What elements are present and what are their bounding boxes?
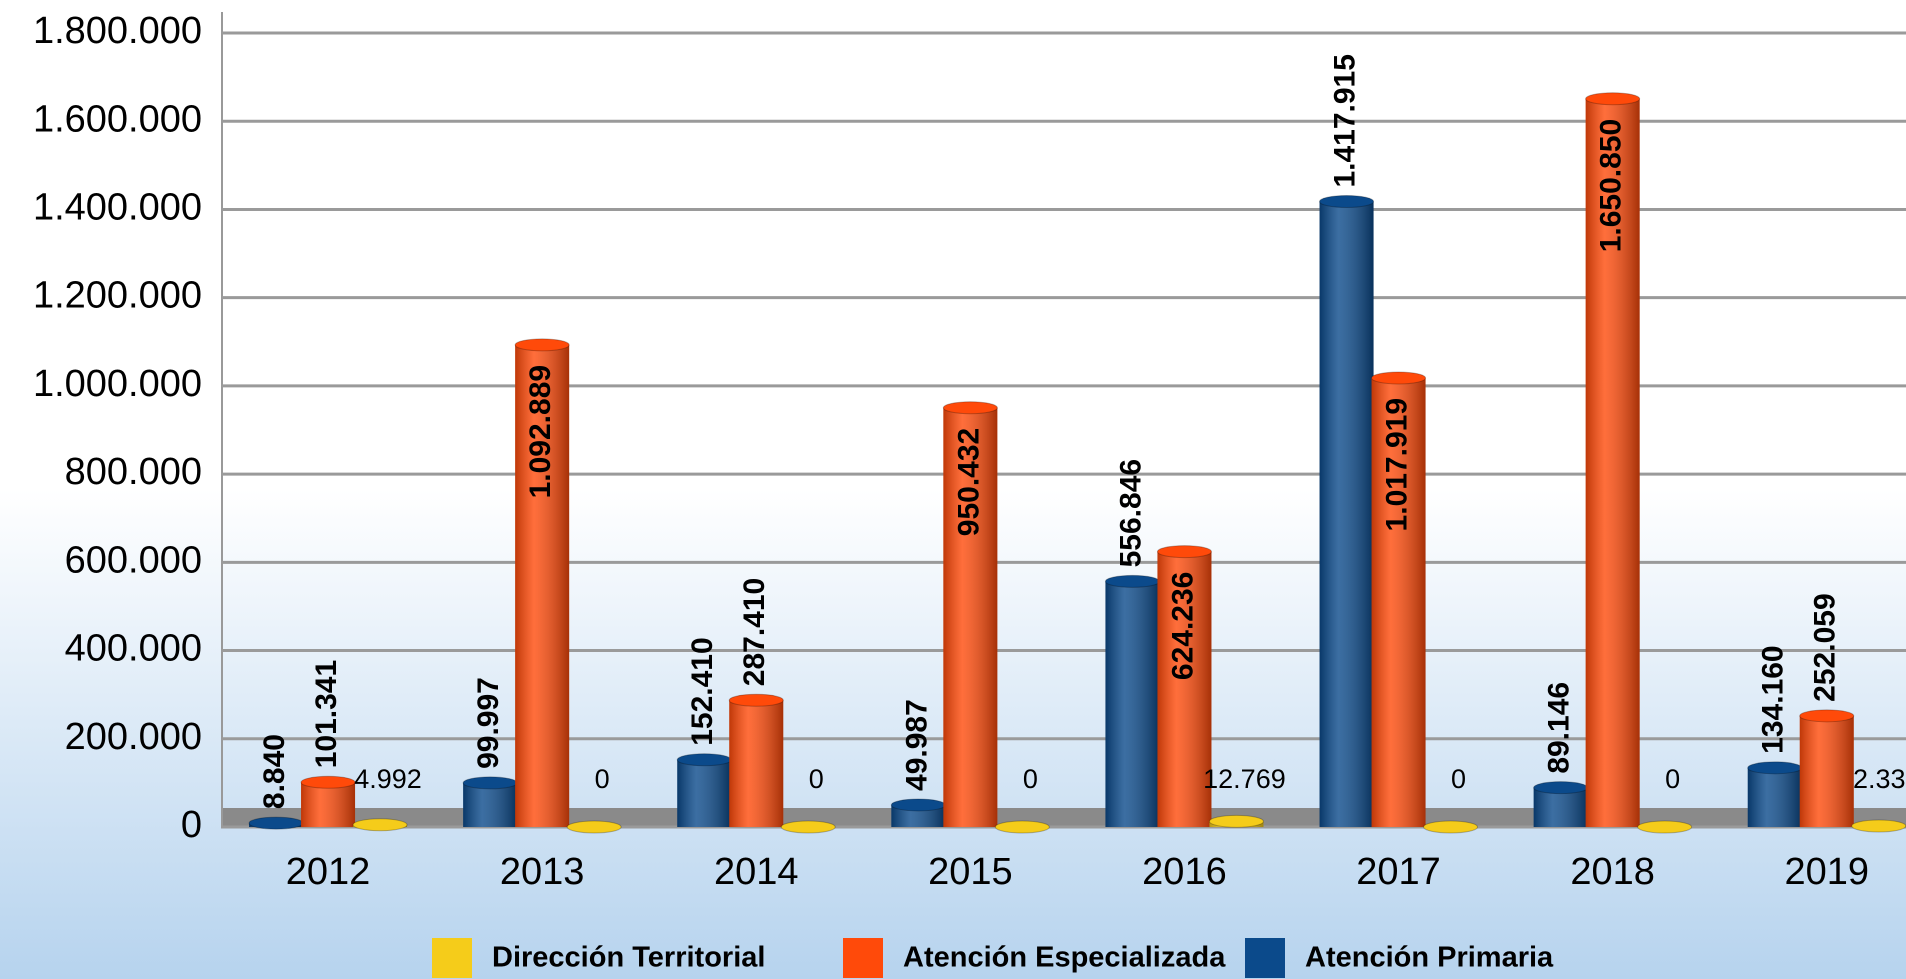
- bar-cap: [1156, 545, 1212, 559]
- bar-shade: [1533, 787, 1588, 827]
- x-tick-label: 2019: [1784, 851, 1869, 893]
- bar-cap: [566, 820, 622, 834]
- bar-cap: [1851, 819, 1906, 833]
- bar-cap: [1319, 195, 1375, 209]
- x-tick-label: 2015: [928, 851, 1013, 893]
- value-label: 252.059: [1809, 593, 1842, 701]
- value-label: 1.092.889: [524, 365, 557, 498]
- bar-shade: [1585, 98, 1640, 827]
- bar-shade: [677, 759, 732, 827]
- bar-shade: [1319, 201, 1374, 828]
- value-label: 89.146: [1543, 682, 1576, 774]
- bar-shade: [1747, 767, 1802, 827]
- value-label: 8.840: [258, 734, 291, 809]
- bar-cap: [890, 798, 946, 812]
- legend-label: Atención Especializada: [903, 942, 1226, 974]
- y-tick-label: 400.000: [65, 628, 202, 670]
- legend-label: Dirección Territorial: [492, 942, 765, 974]
- y-tick-label: 1.200.000: [33, 275, 202, 317]
- bar-cap: [1799, 709, 1855, 723]
- value-label: 4.992: [354, 764, 422, 794]
- bar-shade: [943, 407, 998, 827]
- legend-swatch: [432, 938, 472, 978]
- bar-shade: [729, 700, 784, 827]
- bar-cap: [514, 338, 570, 352]
- value-label: 152.410: [686, 637, 719, 745]
- y-tick-label: 600.000: [65, 539, 202, 581]
- bar-cap: [1208, 814, 1264, 828]
- bar-cap: [1533, 781, 1589, 795]
- bar-shade: [301, 782, 356, 827]
- x-tick-label: 2017: [1356, 851, 1441, 893]
- x-tick-label: 2012: [286, 851, 371, 893]
- value-label: 0: [595, 764, 610, 794]
- value-label: 0: [1451, 764, 1466, 794]
- value-label: 1.417.915: [1328, 54, 1361, 187]
- x-tick-label: 2018: [1570, 851, 1655, 893]
- value-label: 101.341: [310, 660, 343, 768]
- value-label: 49.987: [900, 699, 933, 791]
- y-tick-label: 1.800.000: [33, 10, 202, 52]
- bar-cap: [994, 820, 1050, 834]
- bar-cap: [1637, 820, 1693, 834]
- value-label: 2.337: [1853, 764, 1906, 794]
- bar-shade: [1371, 377, 1426, 827]
- value-label: 0: [1665, 764, 1680, 794]
- y-tick-label: 1.000.000: [33, 363, 202, 405]
- y-tick-label: 800.000: [65, 451, 202, 493]
- y-tick-label: 0: [181, 804, 202, 846]
- bar-shade: [1105, 581, 1160, 827]
- bar-cap: [728, 693, 784, 707]
- value-label: 1.650.850: [1595, 119, 1628, 252]
- bar-cap: [352, 818, 408, 832]
- bar-shade: [463, 782, 518, 827]
- bar-cap: [676, 753, 732, 767]
- bar-cap: [942, 401, 998, 415]
- bar-cap: [248, 816, 304, 830]
- value-label: 12.769: [1203, 764, 1286, 794]
- bar-shade: [891, 804, 946, 827]
- value-label: 0: [1023, 764, 1038, 794]
- x-tick-label: 2016: [1142, 851, 1227, 893]
- y-tick-label: 1.400.000: [33, 186, 202, 228]
- bar-cap: [300, 775, 356, 789]
- y-tick-label: 200.000: [65, 716, 202, 758]
- bar-cap: [1423, 820, 1479, 834]
- value-label: 1.017.919: [1380, 398, 1413, 531]
- bar-shade: [515, 344, 570, 827]
- x-tick-label: 2014: [714, 851, 799, 893]
- y-tick-label: 1.600.000: [33, 98, 202, 140]
- legend-label: Atención Primaria: [1305, 942, 1554, 974]
- bar-cap: [1585, 92, 1641, 106]
- value-label: 950.432: [952, 428, 985, 536]
- bar-cap: [462, 776, 518, 790]
- bar-cap: [1747, 761, 1803, 775]
- bar-cap: [780, 820, 836, 834]
- bar-cap: [1104, 574, 1160, 588]
- bar-shade: [1799, 715, 1854, 827]
- legend-swatch: [843, 938, 883, 978]
- value-label: 99.997: [472, 677, 505, 769]
- value-label: 0: [809, 764, 824, 794]
- legend-swatch: [1245, 938, 1285, 978]
- bar-cap: [1371, 371, 1427, 385]
- value-label: 556.846: [1114, 459, 1147, 567]
- x-tick-label: 2013: [500, 851, 585, 893]
- value-label: 134.160: [1757, 645, 1790, 753]
- value-label: 624.236: [1166, 572, 1199, 680]
- floor: [222, 808, 1906, 827]
- value-label: 287.410: [738, 578, 771, 686]
- bar-shade: [1157, 551, 1212, 827]
